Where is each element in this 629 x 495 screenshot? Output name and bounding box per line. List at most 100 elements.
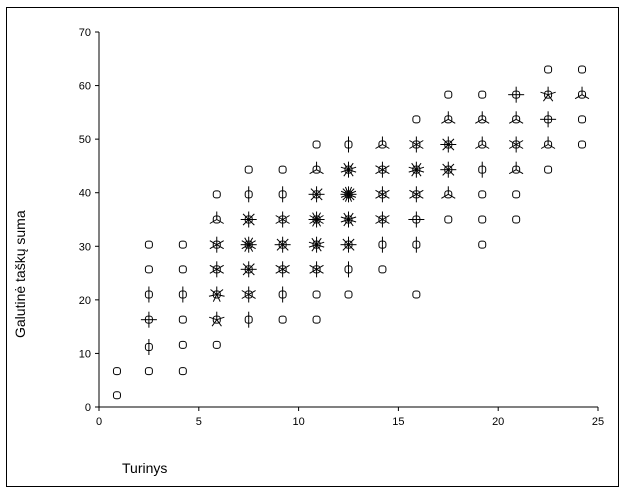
data-point: [440, 161, 457, 178]
data-point: [508, 136, 524, 153]
chart-frame: 0 10 20 30 40 50 60 70 0 5 10 15 20 25 Turinys Galuti…: [6, 7, 619, 487]
data-point: [444, 215, 453, 224]
data-point: [478, 161, 487, 178]
data-point: [340, 161, 357, 178]
data-point: [512, 190, 521, 199]
data-point: [308, 236, 325, 253]
data-point: [209, 236, 224, 253]
data-point: [274, 236, 291, 253]
y-axis-label: Galutinė taškų suma: [12, 210, 28, 338]
data-point: [441, 186, 456, 199]
data-point: [309, 161, 324, 175]
data-point: [144, 367, 153, 376]
data-point: [475, 111, 490, 124]
y-tick-label: 10: [79, 348, 91, 360]
data-point: [144, 286, 153, 303]
data-point: [544, 165, 553, 174]
data-point: [278, 165, 287, 174]
data-point: [478, 240, 487, 249]
data-point: [378, 236, 387, 253]
data-point: [375, 211, 390, 228]
data-point: [512, 215, 521, 224]
data-point: [308, 211, 325, 228]
data-point: [375, 136, 390, 149]
data-point: [278, 315, 287, 324]
data-point: [378, 265, 387, 274]
data-point: [312, 290, 321, 299]
data-point: [344, 290, 353, 299]
data-point: [240, 236, 257, 253]
y-tick-label: 60: [79, 81, 91, 93]
data-point: [312, 140, 321, 149]
data-point: [340, 186, 357, 203]
data-point: [178, 340, 187, 349]
data-point: [178, 315, 187, 324]
data-point: [178, 265, 187, 274]
data-point: [178, 240, 187, 249]
x-tick-label: 15: [392, 416, 404, 428]
data-point: [178, 286, 187, 303]
data-point: [344, 136, 353, 153]
data-point: [209, 211, 224, 224]
y-tick-label: 30: [79, 241, 91, 253]
data-point: [340, 211, 357, 228]
data-point: [408, 211, 425, 228]
data-point: [144, 265, 153, 274]
data-point: [412, 290, 421, 299]
y-tick-label: 70: [79, 27, 91, 39]
data-point: [144, 339, 153, 355]
x-tick-label: 25: [592, 416, 604, 428]
data-point: [308, 186, 325, 203]
data-point: [508, 86, 525, 103]
data-point: [212, 340, 221, 349]
data-point: [540, 86, 556, 102]
x-tick-label: 5: [196, 416, 202, 428]
data-point: [240, 261, 257, 278]
data-point: [478, 215, 487, 224]
y-tick-label: 0: [85, 402, 91, 414]
data-point: [578, 115, 587, 124]
data-point: [478, 190, 487, 199]
data-point: [478, 90, 487, 99]
data-point: [244, 165, 253, 174]
data-point: [409, 186, 424, 203]
data-point: [444, 90, 453, 99]
data-point: [544, 65, 553, 74]
data-point: [312, 315, 321, 324]
data-point: [212, 190, 221, 199]
data-point: [508, 161, 524, 175]
axes: 0 10 20 30 40 50 60 70 0 5 10 15 20 25: [79, 27, 604, 428]
y-tick-label: 50: [79, 134, 91, 146]
x-tick-label: 10: [292, 416, 304, 428]
data-point: [112, 367, 121, 376]
data-point: [440, 136, 457, 153]
data-point: [540, 136, 556, 149]
data-point: [574, 86, 590, 100]
y-tick-label: 40: [79, 188, 91, 200]
data-point: [309, 261, 324, 278]
data-point: [408, 161, 425, 178]
data-point: [241, 286, 256, 303]
data-point: [278, 286, 287, 303]
x-tick-label: 20: [492, 416, 504, 428]
data-point: [441, 111, 456, 124]
x-axis-label: Turinys: [122, 460, 167, 476]
x-tick-label: 0: [96, 416, 102, 428]
data-point: [144, 240, 153, 249]
data-point: [209, 261, 224, 278]
data-points: [112, 65, 590, 400]
data-point: [278, 186, 287, 203]
data-point: [475, 136, 490, 149]
data-point: [275, 211, 290, 228]
data-point: [178, 367, 187, 376]
data-point: [244, 186, 253, 203]
data-point: [140, 311, 157, 328]
data-point: [375, 186, 390, 203]
data-point: [209, 311, 225, 327]
data-point: [508, 111, 524, 124]
data-point: [244, 311, 253, 328]
data-point: [578, 65, 587, 74]
data-point: [240, 211, 257, 228]
data-point: [340, 236, 357, 253]
data-point: [540, 111, 557, 128]
